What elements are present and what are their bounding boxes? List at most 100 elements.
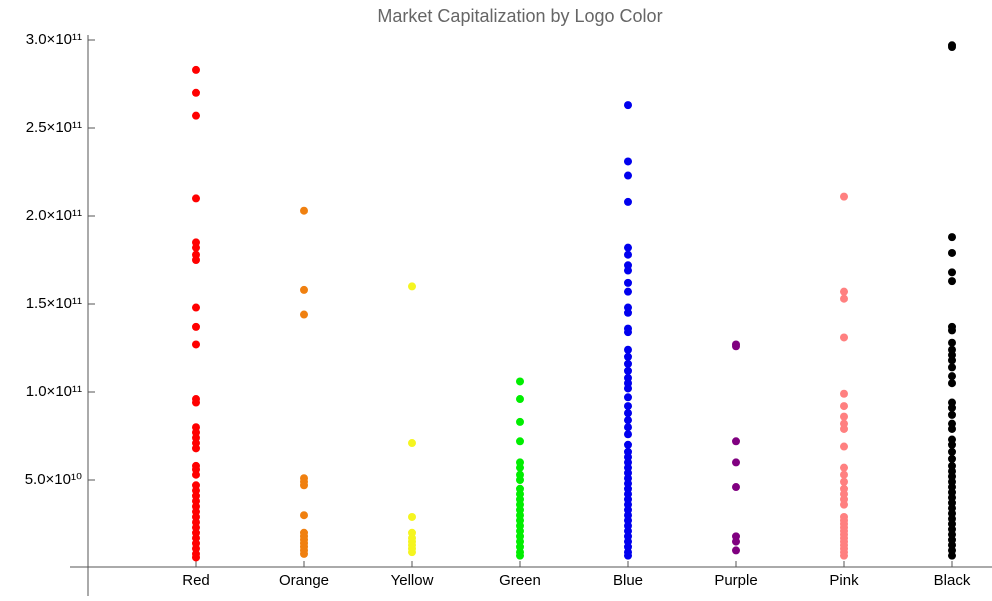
point (192, 340, 200, 349)
point (948, 326, 956, 335)
point (516, 463, 524, 472)
point (840, 294, 848, 303)
point (948, 248, 956, 257)
point (624, 440, 632, 449)
point (624, 328, 632, 337)
point (624, 197, 632, 206)
point (948, 454, 956, 463)
point (408, 548, 416, 557)
point (840, 333, 848, 342)
point (840, 551, 848, 560)
point (192, 398, 200, 407)
point (300, 511, 308, 520)
point (624, 308, 632, 317)
point (624, 359, 632, 368)
point (624, 423, 632, 432)
point (624, 266, 632, 275)
point (300, 549, 308, 558)
point (624, 409, 632, 418)
y-tick-label: 1.5×10¹¹ (26, 295, 82, 312)
point (624, 430, 632, 439)
x-tick-label: Pink (829, 572, 859, 589)
point (192, 111, 200, 120)
point (624, 287, 632, 296)
point (624, 402, 632, 411)
point (516, 377, 524, 386)
point (300, 285, 308, 294)
point (408, 439, 416, 448)
point (948, 551, 956, 560)
point (300, 310, 308, 319)
point (516, 437, 524, 446)
point (948, 277, 956, 286)
point (840, 442, 848, 451)
point (624, 384, 632, 393)
point (300, 206, 308, 215)
point (948, 338, 956, 347)
point (624, 157, 632, 166)
point (732, 537, 740, 546)
point (732, 483, 740, 492)
point (732, 342, 740, 351)
point (624, 416, 632, 425)
point (624, 551, 632, 560)
point (948, 43, 956, 52)
x-tick-label: Green (499, 572, 541, 589)
point (624, 278, 632, 287)
point (948, 410, 956, 419)
x-tick-label: Black (934, 572, 971, 589)
point (192, 470, 200, 479)
point (516, 551, 524, 560)
point (840, 470, 848, 479)
point (192, 322, 200, 331)
point (192, 243, 200, 252)
point (192, 256, 200, 264)
point (840, 192, 848, 201)
point (624, 393, 632, 402)
x-tick-label: Blue (613, 572, 643, 589)
point (408, 512, 416, 521)
point (840, 500, 848, 509)
point (732, 458, 740, 467)
y-tick-label: 2.0×10¹¹ (26, 207, 82, 224)
y-tick-label: 2.5×10¹¹ (26, 119, 82, 136)
point (192, 553, 200, 562)
point (192, 444, 200, 453)
point (948, 424, 956, 433)
point (732, 546, 740, 555)
point (840, 424, 848, 433)
point (948, 403, 956, 412)
point (840, 389, 848, 398)
point (192, 194, 200, 203)
point (300, 481, 308, 490)
point (948, 233, 956, 242)
point (840, 287, 848, 296)
x-tick-label: Yellow (391, 572, 434, 589)
point (516, 417, 524, 426)
point (948, 356, 956, 365)
point (624, 250, 632, 259)
point (516, 395, 524, 404)
point (624, 345, 632, 354)
point (840, 402, 848, 411)
point (624, 366, 632, 375)
y-tick-label: 5.0×10¹⁰ (25, 471, 82, 488)
point (948, 440, 956, 449)
x-tick-label: Purple (714, 572, 757, 589)
point (840, 412, 848, 421)
point (624, 101, 632, 110)
point (192, 303, 200, 312)
y-tick-label: 3.0×10¹¹ (26, 31, 82, 48)
point (948, 379, 956, 388)
chart-title: Market Capitalization by Logo Color (377, 6, 662, 26)
point (948, 447, 956, 456)
point (624, 243, 632, 252)
point (948, 372, 956, 381)
x-tick-label: Red (182, 572, 210, 589)
point (192, 65, 200, 74)
point (840, 463, 848, 472)
point (948, 268, 956, 277)
point (840, 477, 848, 486)
point (624, 171, 632, 180)
